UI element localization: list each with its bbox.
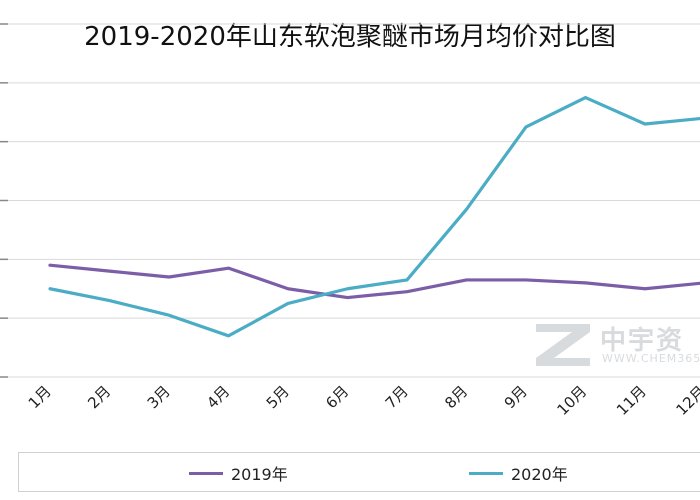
legend-swatch-2020 bbox=[469, 471, 503, 475]
x-tick-label: 11月 bbox=[613, 382, 650, 419]
x-tick-label: 7月 bbox=[382, 382, 412, 412]
x-tick-label: 6月 bbox=[322, 382, 352, 412]
z-logo-icon bbox=[536, 324, 590, 366]
line-chart: 1月 2月 3月 4月 5月 6月 7月 8月 9月 10月 11月 12月 bbox=[0, 23, 700, 419]
x-tick-label: 4月 bbox=[203, 382, 233, 412]
x-tick-label: 12月 bbox=[672, 382, 700, 419]
gridlines bbox=[0, 23, 700, 378]
legend-label-2019: 2019年 bbox=[231, 465, 288, 484]
legend-swatch-2019 bbox=[189, 471, 223, 475]
chart-title: 2019-2020年山东软泡聚醚市场月均价对比图 bbox=[84, 22, 616, 52]
legend: 2019年 2020年 bbox=[18, 452, 700, 492]
legend-item-2020: 2020年 bbox=[469, 461, 568, 485]
x-tick-label: 9月 bbox=[501, 382, 531, 412]
legend-label-2020: 2020年 bbox=[511, 465, 568, 484]
watermark-text: 中宇资 bbox=[600, 326, 685, 356]
x-tick-label: 1月 bbox=[25, 382, 55, 412]
x-tick-label: 5月 bbox=[263, 382, 293, 412]
series-line-2020 bbox=[48, 95, 700, 338]
x-tick-label: 8月 bbox=[441, 382, 471, 412]
series-line-2019 bbox=[48, 263, 700, 300]
watermark-subtext: WWW.CHEM365 bbox=[602, 352, 700, 365]
x-tick-label: 10月 bbox=[553, 382, 590, 419]
legend-item-2019: 2019年 bbox=[189, 461, 288, 485]
x-tick-label: 3月 bbox=[144, 382, 174, 412]
x-tick-label: 2月 bbox=[84, 382, 114, 412]
x-tick-labels: 1月 2月 3月 4月 5月 6月 7月 8月 9月 10月 11月 12月 bbox=[25, 382, 700, 419]
series-lines bbox=[48, 95, 700, 338]
watermark-logo: 中宇资 WWW.CHEM365 bbox=[532, 318, 700, 370]
